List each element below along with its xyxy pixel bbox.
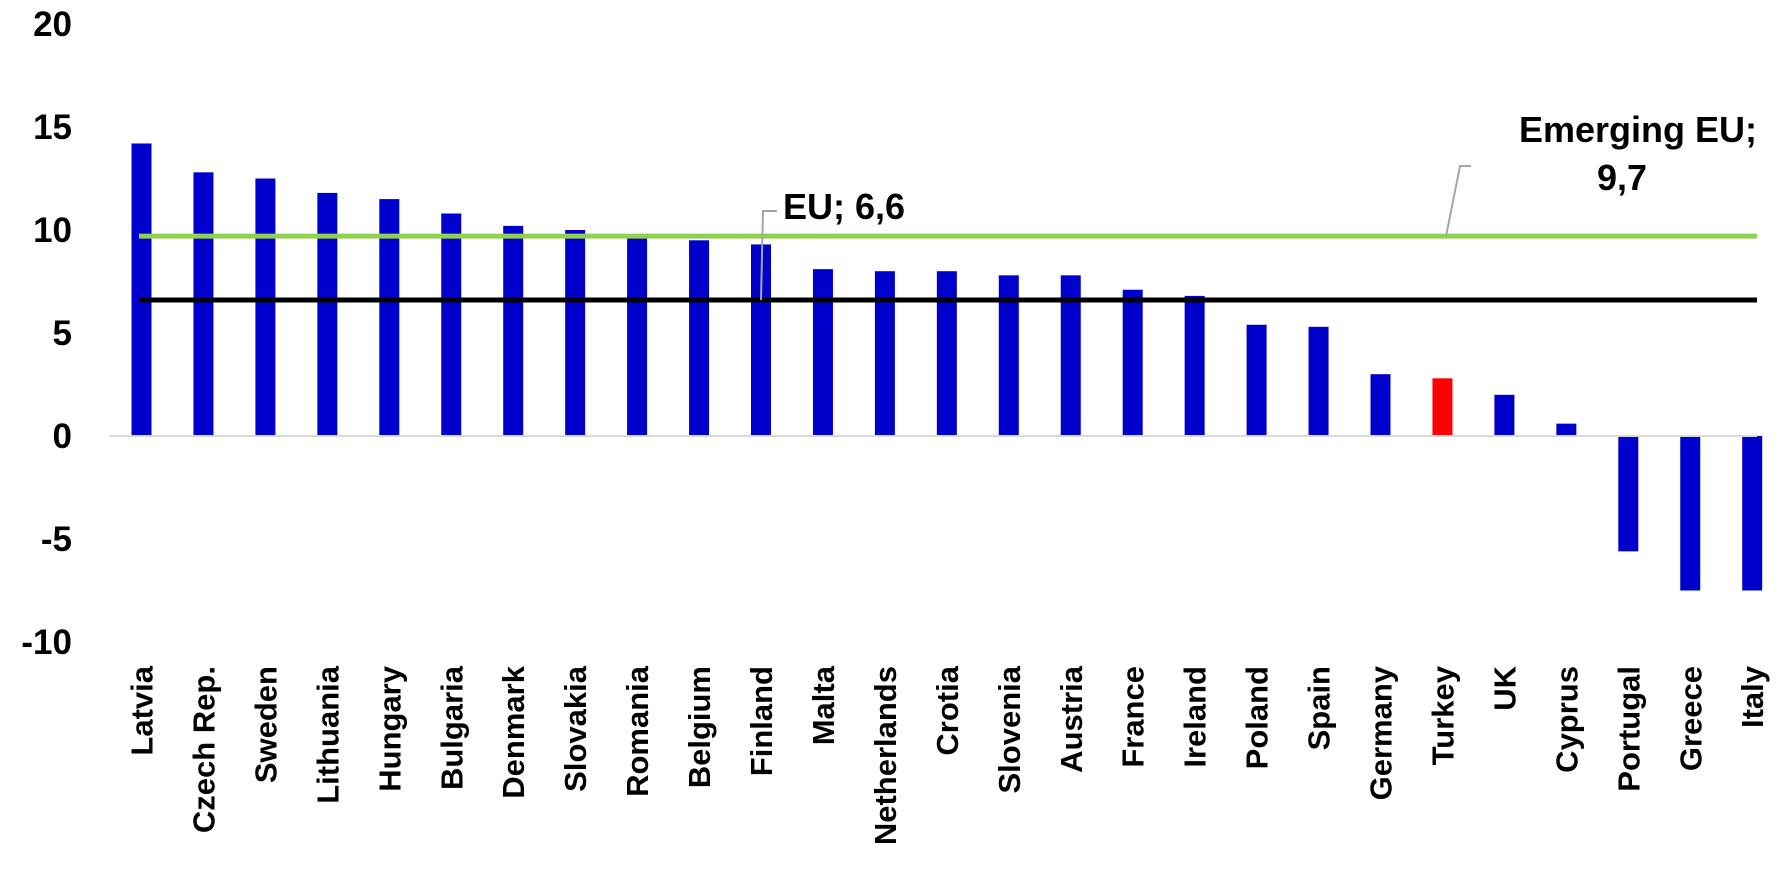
x-category-label: France — [1116, 666, 1151, 768]
bar-bulgaria — [441, 213, 462, 436]
x-category-label: Czech Rep. — [186, 666, 221, 833]
bar-denmark — [503, 225, 524, 436]
eu-label-leader — [760, 210, 777, 301]
emerging-eu-label-line2: 9,7 — [1597, 157, 1647, 198]
x-category-label: Germany — [1364, 665, 1399, 800]
x-category-label: Poland — [1240, 666, 1275, 769]
bar-austria — [1060, 275, 1081, 436]
x-category-label: Cyprus — [1549, 666, 1584, 773]
x-category-label: Latvia — [125, 665, 160, 755]
x-category-label: Italy — [1735, 665, 1770, 728]
x-category-label: Slovenia — [992, 665, 1027, 793]
emerging-eu-label-leader — [1445, 165, 1471, 237]
bar-finland — [751, 244, 771, 436]
x-category-label: Crotia — [930, 665, 965, 755]
y-tick-label: 10 — [33, 211, 72, 250]
x-category-label: Romania — [620, 665, 655, 797]
bar-malta — [812, 269, 833, 436]
x-category-label: Sweden — [248, 666, 283, 783]
bar-turkey — [1432, 378, 1453, 436]
reference-lines: Emerging EU; 9,7 EU; 6,6 — [139, 109, 1757, 303]
bar-romania — [627, 238, 648, 436]
bar-latvia — [131, 143, 152, 437]
bar-spain — [1308, 326, 1329, 436]
x-category-label: Finland — [744, 666, 779, 776]
y-tick-label: 0 — [53, 417, 72, 456]
emerging-eu-label-line1: Emerging EU; — [1519, 109, 1757, 150]
bar-slovakia — [565, 230, 586, 436]
y-tick-label: -5 — [41, 520, 72, 559]
bar-france — [1122, 289, 1143, 436]
x-category-label: Slovakia — [558, 665, 593, 792]
bar-greece — [1680, 436, 1701, 591]
bar-germany — [1370, 374, 1391, 436]
y-tick-label: -10 — [21, 623, 72, 662]
x-category-label: Denmark — [496, 665, 531, 798]
bar-crotia — [936, 271, 957, 436]
x-category-label: Turkey — [1425, 665, 1460, 765]
x-category-label: Ireland — [1178, 666, 1213, 768]
y-tick-label: 20 — [33, 5, 72, 44]
bar-netherlands — [874, 271, 895, 436]
x-category-label: Bulgaria — [434, 665, 469, 790]
bar-czech-rep — [193, 172, 214, 436]
bar-poland — [1246, 324, 1267, 436]
x-category-label: Belgium — [682, 666, 717, 788]
x-category-label: Malta — [806, 665, 841, 745]
y-tick-label: 5 — [53, 314, 72, 353]
x-category-label: Austria — [1054, 665, 1089, 773]
x-axis-category-labels: Latvia Czech Rep. Sweden Lithuania Hungary Bu… — [125, 665, 1771, 845]
bar-sweden — [255, 178, 276, 436]
bar-belgium — [689, 240, 710, 436]
y-axis-tick-labels: 20 15 10 5 0 -5 -10 — [21, 5, 72, 662]
x-category-label: Hungary — [372, 665, 407, 792]
bar-cyprus — [1556, 423, 1577, 436]
y-tick-label: 15 — [33, 108, 72, 147]
bar-lithuania — [317, 192, 338, 436]
eu-label: EU; 6,6 — [783, 186, 905, 227]
bar-hungary — [379, 199, 400, 436]
bar-portugal — [1618, 436, 1639, 552]
x-category-label: Spain — [1302, 666, 1337, 750]
bar-slovenia — [998, 275, 1019, 436]
bar-series — [131, 143, 1763, 591]
x-category-label: Greece — [1673, 666, 1708, 771]
bar-italy — [1742, 436, 1763, 591]
x-category-label: Netherlands — [868, 666, 903, 845]
x-category-label: Lithuania — [310, 665, 345, 804]
bar-ireland — [1184, 295, 1205, 436]
x-category-label: Portugal — [1611, 666, 1646, 792]
x-category-label: UK — [1487, 665, 1522, 710]
bar-uk — [1494, 394, 1515, 436]
